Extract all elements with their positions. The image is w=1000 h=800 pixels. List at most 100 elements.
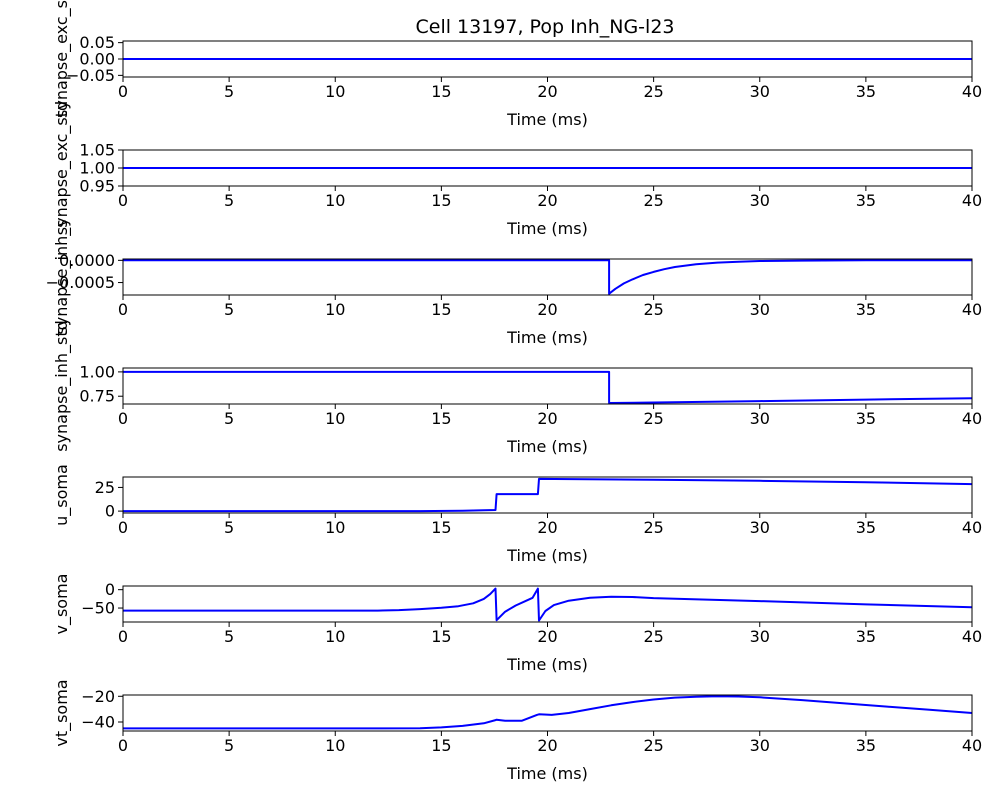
x-tick-label: 20 — [537, 82, 557, 101]
x-tick-label: 40 — [962, 300, 982, 319]
x-tick-label: 20 — [537, 518, 557, 537]
y-tick-label: −50 — [81, 599, 115, 618]
x-tick-label: 5 — [224, 409, 234, 428]
x-tick-label: 20 — [537, 409, 557, 428]
x-tick-label: 0 — [118, 627, 128, 646]
panel-6: 0 5 10 15 20 25 30 35 40 0−50 Time (ms) v_soma — [52, 574, 982, 674]
y-tick-label: −0.0005 — [46, 273, 115, 292]
panel-3: 0 5 10 15 20 25 30 35 40 0.0000 −0.0005 Time (ms) sy… — [46, 219, 983, 347]
x-tick-label: 30 — [750, 736, 770, 755]
x-tick-label: 35 — [856, 300, 876, 319]
axes-frame — [122, 367, 973, 405]
x-tick-label: 30 — [750, 82, 770, 101]
x-tick-label: 40 — [962, 627, 982, 646]
x-tick-label: 15 — [431, 300, 451, 319]
x-tick-label: 35 — [856, 82, 876, 101]
x-tick-label: 35 — [856, 518, 876, 537]
x-tick-label: 5 — [224, 736, 234, 755]
x-tick-label: 0 — [118, 736, 128, 755]
y-tick-label: 1.00 — [79, 159, 115, 178]
x-tick-label: 0 — [118, 409, 128, 428]
x-tick-label: 30 — [750, 409, 770, 428]
figure-title: Cell 13197, Pop Inh_NG-l23 — [415, 16, 674, 38]
panel-2: 0 5 10 15 20 25 30 35 40 1.051.000.95 Time (ms) syn… — [52, 101, 982, 238]
x-axis-label: Time (ms) — [506, 764, 588, 783]
y-axis-label: v_soma — [52, 574, 72, 635]
panel-5: 0 5 10 15 20 25 30 35 40 25 0 Time (ms) u_soma — [52, 464, 982, 565]
x-tick-label: 25 — [643, 736, 663, 755]
x-tick-label: 10 — [325, 409, 345, 428]
x-tick-label: 5 — [224, 627, 234, 646]
x-tick-label: 40 — [962, 82, 982, 101]
x-tick-label: 15 — [431, 191, 451, 210]
x-tick-label: 15 — [431, 627, 451, 646]
y-tick-label: 0.95 — [79, 177, 115, 196]
x-tick-label: 40 — [962, 191, 982, 210]
x-tick-label: 25 — [643, 82, 663, 101]
y-axis-label: synapse_inh_s — [52, 219, 72, 334]
y-tick-label: 1.00 — [79, 362, 115, 381]
series-line — [123, 259, 972, 295]
x-tick-label: 5 — [224, 300, 234, 319]
x-tick-label: 35 — [856, 409, 876, 428]
x-axis-label: Time (ms) — [506, 219, 588, 238]
x-tick-label: 0 — [118, 300, 128, 319]
x-axis-label: Time (ms) — [506, 655, 588, 674]
panel-7: 0 5 10 15 20 25 30 35 40 −20 −40 Time (ms) vt_soma — [52, 679, 982, 783]
x-tick-label: 35 — [856, 627, 876, 646]
series-line — [123, 587, 973, 622]
y-tick-label: 1.05 — [79, 141, 115, 160]
x-tick-label: 15 — [431, 82, 451, 101]
x-tick-label: 40 — [962, 736, 982, 755]
y-tick-label: −20 — [81, 687, 115, 706]
y-tick-label: 0.00 — [79, 50, 115, 69]
x-tick-label: 40 — [962, 518, 982, 537]
x-tick-label: 5 — [224, 518, 234, 537]
x-tick-label: 35 — [856, 736, 876, 755]
panel-1: 0 5 10 15 20 25 30 35 40 0.050.00−0.05 Time (ms) sy… — [52, 0, 982, 129]
x-tick-label: 20 — [537, 736, 557, 755]
y-axis-label: synapse_exc_std — [52, 101, 72, 235]
axes-frame — [122, 40, 973, 78]
x-axis-label: Time (ms) — [506, 437, 588, 456]
x-tick-label: 35 — [856, 191, 876, 210]
x-tick-label: 15 — [431, 518, 451, 537]
series-line — [123, 695, 973, 730]
x-tick-label: 15 — [431, 736, 451, 755]
y-axis-label: synapse_exc_s — [52, 0, 72, 118]
x-tick-label: 5 — [224, 82, 234, 101]
series-line — [123, 370, 973, 404]
x-tick-label: 25 — [643, 627, 663, 646]
x-tick-label: 15 — [431, 409, 451, 428]
x-tick-label: 0 — [118, 518, 128, 537]
x-tick-label: 10 — [325, 736, 345, 755]
y-tick-label: 0.75 — [79, 387, 115, 406]
axes-frame — [122, 149, 973, 187]
x-axis-label: Time (ms) — [506, 546, 588, 565]
y-tick-label: 0.0000 — [59, 251, 115, 270]
panel-4: 0 5 10 15 20 25 30 35 40 1.00 0.75 Time (ms) synapse… — [52, 320, 982, 456]
x-tick-label: 0 — [118, 191, 128, 210]
x-tick-label: 30 — [750, 191, 770, 210]
x-tick-label: 30 — [750, 300, 770, 319]
series-line — [123, 477, 973, 513]
x-tick-label: 20 — [537, 191, 557, 210]
y-tick-label: −0.05 — [66, 66, 115, 85]
y-axis-label: vt_soma — [52, 679, 72, 746]
x-tick-label: 25 — [643, 409, 663, 428]
axes-frame — [122, 585, 973, 623]
x-tick-label: 10 — [325, 300, 345, 319]
axes-frame — [122, 258, 973, 296]
y-tick-label: 0.05 — [79, 33, 115, 52]
y-tick-label: 25 — [95, 478, 115, 497]
y-tick-label: −40 — [81, 713, 115, 732]
axes-frame — [122, 476, 973, 514]
x-tick-label: 5 — [224, 191, 234, 210]
y-tick-label: 0 — [105, 502, 115, 521]
x-tick-label: 25 — [643, 300, 663, 319]
x-axis-label: Time (ms) — [506, 110, 588, 129]
panels: 0 5 10 15 20 25 30 35 40 0.050.00−0.05 Time (ms) sy… — [46, 0, 983, 783]
x-tick-label: 25 — [643, 518, 663, 537]
x-tick-label: 30 — [750, 627, 770, 646]
